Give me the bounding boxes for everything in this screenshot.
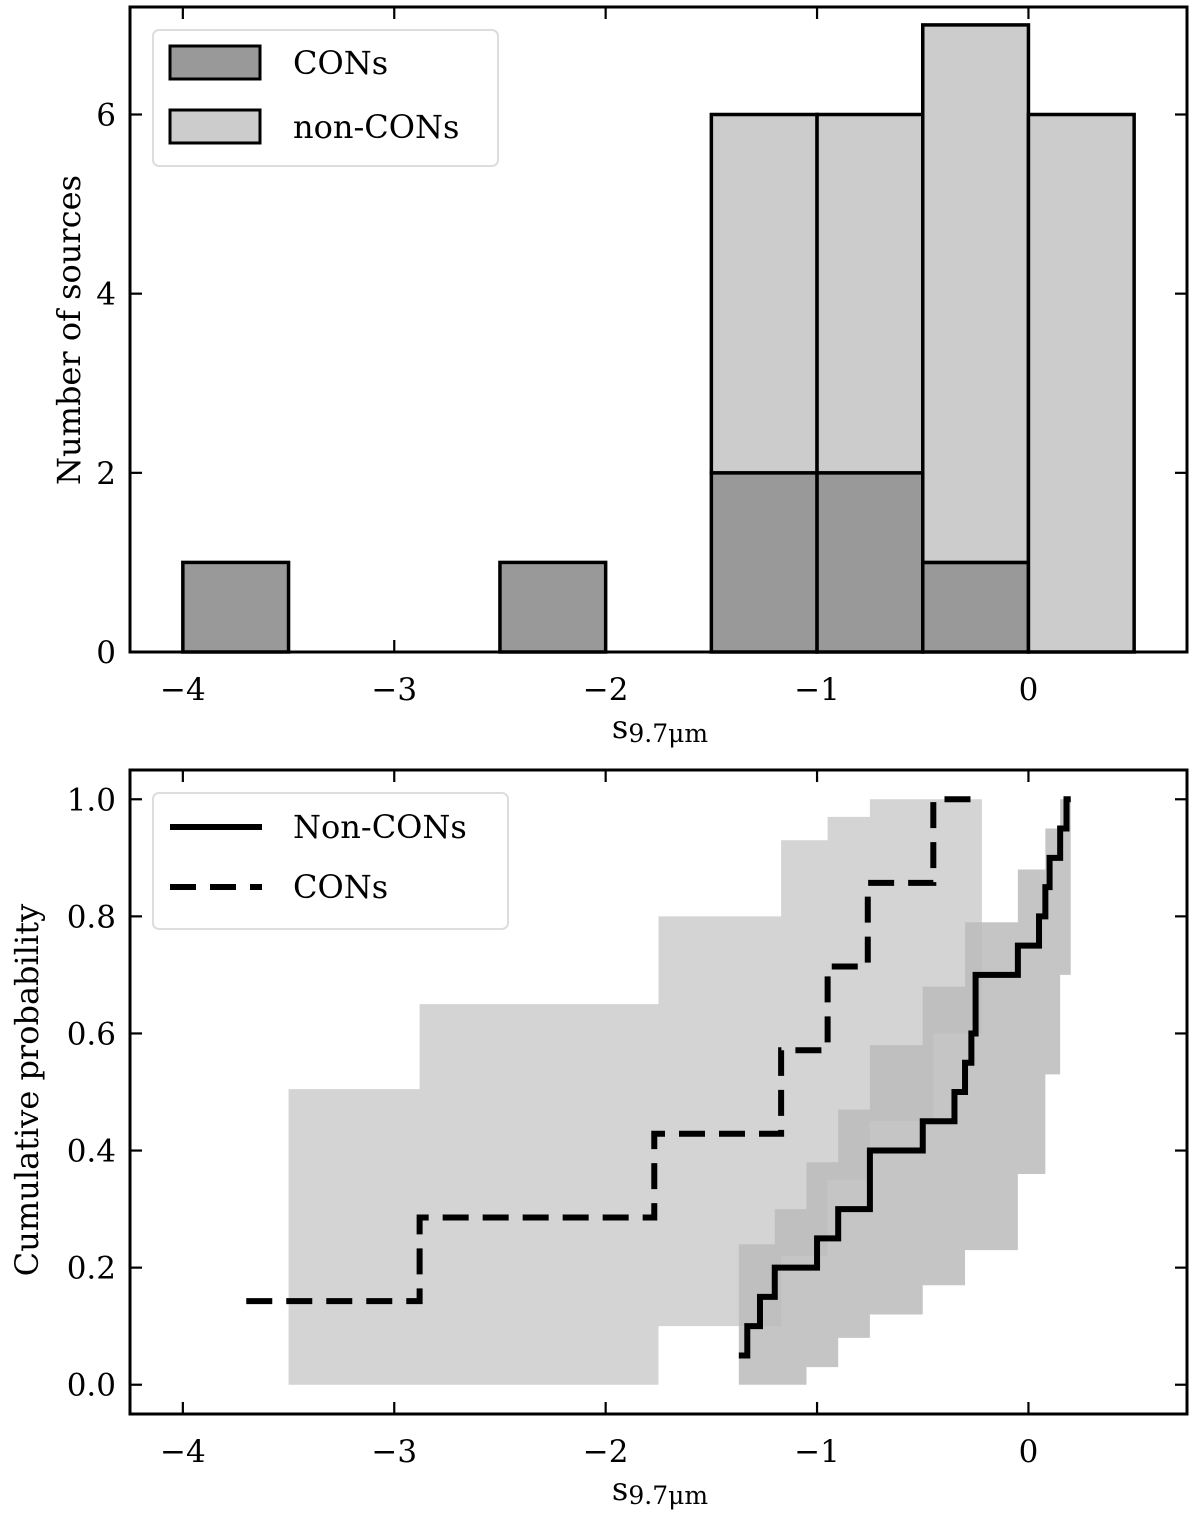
y-tick-label: 6 — [96, 98, 116, 134]
cdf-panel: −4 −3 −2 −1 0 0.0 0.2 0.4 0.6 0.8 1.0 s9.7μm Cumul… — [8, 768, 1189, 1510]
histogram-ticks: −4 −3 −2 −1 0 0 2 4 6 — [96, 7, 1187, 708]
cdf-lines — [246, 796, 1071, 1359]
legend-label-cons: CONs — [293, 868, 388, 906]
x-tick-label: −3 — [371, 1434, 417, 1470]
x-tick-label: 0 — [1019, 1434, 1039, 1470]
legend-label-non-cons: non-CONs — [293, 108, 459, 146]
y-tick-label: 0 — [96, 635, 116, 671]
legend-swatch-non-cons — [168, 108, 262, 145]
histogram-legend: CONs non-CONs — [152, 29, 499, 167]
y-tick-label: 0.8 — [67, 899, 116, 935]
x-tick-label: −1 — [794, 1434, 840, 1470]
cdf-ylabel: Cumulative probability — [8, 904, 46, 1276]
legend-swatch-cons — [168, 44, 262, 81]
bar-cons — [815, 471, 925, 654]
x-tick-label: 0 — [1019, 672, 1039, 708]
x-tick-label: −2 — [583, 1434, 629, 1470]
cdf-line-non-cons — [738, 796, 1071, 1359]
histogram-axes-frame — [128, 5, 1189, 654]
bar-non-cons — [709, 112, 819, 475]
cdf-xlabel: s9.7μm — [612, 1470, 708, 1510]
x-tick-label: −3 — [371, 672, 417, 708]
cdf-axes-frame — [128, 768, 1189, 1416]
x-tick-label: −4 — [160, 1434, 206, 1470]
y-tick-label: 0.6 — [67, 1016, 116, 1052]
y-tick-label: 0.0 — [67, 1368, 116, 1404]
histogram-panel: −4 −3 −2 −1 0 0 2 4 6 s9.7μm Number of sources C… — [50, 5, 1189, 748]
y-tick-label: 0.4 — [67, 1134, 116, 1170]
bar-non-cons — [1026, 112, 1136, 654]
bar-non-cons — [815, 112, 925, 475]
x-tick-label: −2 — [583, 672, 629, 708]
cdf-legend: Non-CONs CONs — [152, 792, 509, 930]
x-tick-label: −4 — [160, 672, 206, 708]
bar-non-cons — [921, 23, 1031, 565]
y-tick-label: 2 — [96, 456, 116, 492]
y-tick-label: 0.2 — [67, 1251, 116, 1287]
bar-cons — [498, 560, 608, 654]
histogram-xlabel: s9.7μm — [612, 708, 708, 748]
x-tick-label: −1 — [794, 672, 840, 708]
bar-cons — [921, 560, 1031, 654]
bar-cons — [181, 560, 291, 654]
y-tick-label: 1.0 — [67, 782, 116, 818]
bar-cons — [709, 471, 819, 654]
legend-label-non-cons: Non-CONs — [293, 808, 467, 846]
histogram-ylabel: Number of sources — [50, 175, 88, 485]
legend-label-cons: CONs — [293, 44, 388, 82]
y-tick-label: 4 — [96, 277, 116, 313]
cdf-line-cons — [246, 796, 982, 1305]
cdf-ticks: −4 −3 −2 −1 0 0.0 0.2 0.4 0.6 0.8 1.0 — [67, 770, 1187, 1470]
histogram-bars — [181, 23, 1136, 654]
